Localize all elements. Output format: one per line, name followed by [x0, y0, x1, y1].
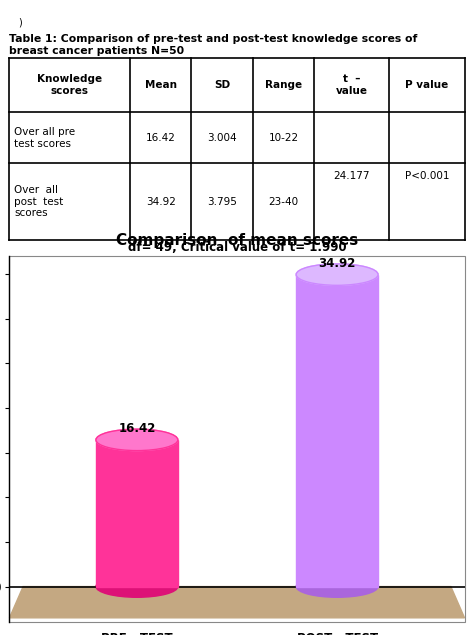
Ellipse shape	[96, 576, 178, 598]
Text: Table 1: Comparison of pre-test and post-test knowledge scores of: Table 1: Comparison of pre-test and post…	[9, 34, 418, 44]
Text: Over all pre
test scores: Over all pre test scores	[14, 127, 75, 149]
Ellipse shape	[296, 576, 378, 598]
Bar	[296, 274, 378, 587]
Text: 23-40: 23-40	[269, 197, 299, 207]
Text: 16.42: 16.42	[146, 133, 176, 143]
Text: Mean: Mean	[145, 80, 177, 90]
Text: 3.795: 3.795	[207, 197, 237, 207]
Text: Range: Range	[265, 80, 302, 90]
Text: P value: P value	[405, 80, 448, 90]
Text: 34.92: 34.92	[146, 197, 176, 207]
Text: df= 49, Critical value of t= 1.990: df= 49, Critical value of t= 1.990	[128, 241, 346, 255]
Text: t  –
value: t – value	[336, 74, 368, 96]
Text: Knowledge
scores: Knowledge scores	[37, 74, 102, 96]
Bar	[96, 440, 178, 587]
Text: P<0.001: P<0.001	[405, 171, 449, 181]
Ellipse shape	[296, 264, 378, 285]
Text: 34.92: 34.92	[319, 257, 356, 270]
Text: SD: SD	[214, 80, 230, 90]
Text: ): )	[18, 17, 22, 27]
Text: 16.42: 16.42	[118, 422, 155, 436]
Title: Comparison  of mean scores: Comparison of mean scores	[116, 233, 358, 248]
Text: 10-22: 10-22	[269, 133, 299, 143]
Text: 3.004: 3.004	[208, 133, 237, 143]
Text: Over  all
post  test
scores: Over all post test scores	[14, 185, 64, 218]
Text: breast cancer patients N=50: breast cancer patients N=50	[9, 46, 184, 57]
Ellipse shape	[96, 429, 178, 451]
Text: 24.177: 24.177	[334, 171, 370, 181]
Polygon shape	[9, 587, 465, 618]
